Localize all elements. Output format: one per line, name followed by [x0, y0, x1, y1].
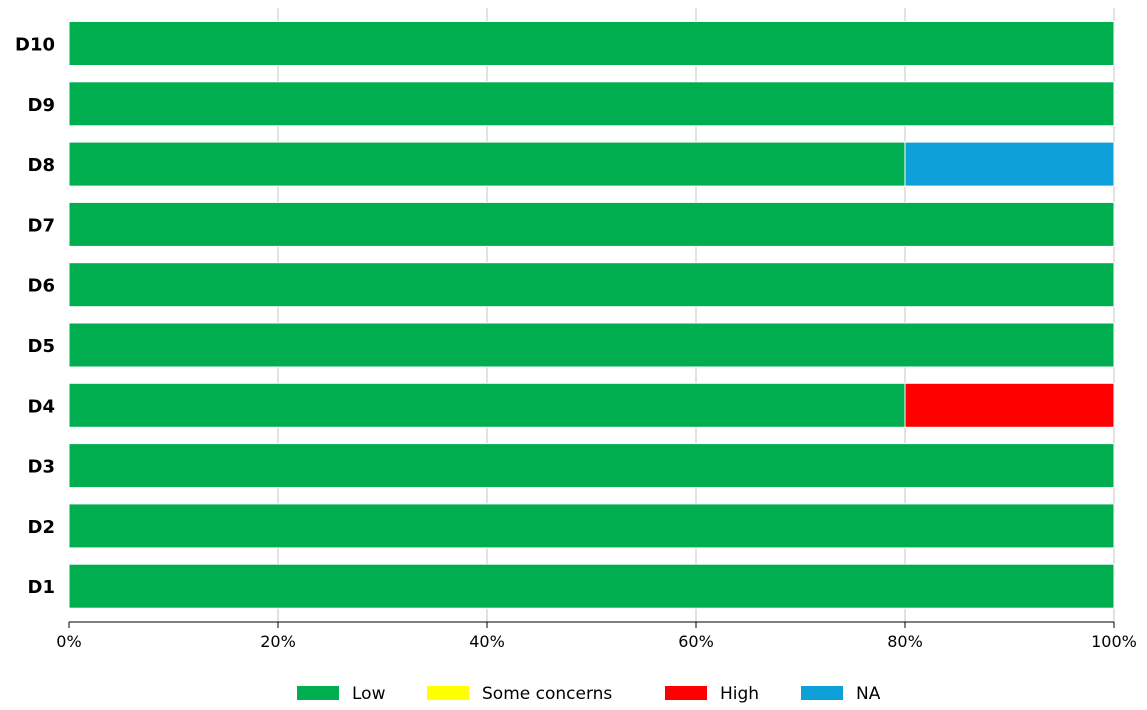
bars [68, 21, 1115, 609]
y-category-label: D3 [28, 457, 55, 478]
y-category-label: D7 [28, 215, 55, 236]
y-category-label: D4 [28, 396, 55, 417]
x-tick-label: 40% [469, 632, 505, 651]
bar-segment-low [68, 382, 906, 428]
x-tick-label: 20% [260, 632, 296, 651]
bar-segment-na [904, 141, 1115, 187]
legend-swatch [665, 686, 707, 700]
bar-segment-low [68, 141, 906, 187]
bar-segment-low [68, 201, 1115, 247]
x-axis-ticks: 0% 20% 40% 60% 80% 100% [56, 622, 1137, 651]
y-category-label: D1 [28, 577, 55, 598]
bar-segment-low [68, 443, 1115, 489]
legend-label: Low [352, 684, 386, 704]
legend-swatch [297, 686, 339, 700]
bar-segment-low [68, 503, 1115, 549]
x-tick-label: 60% [678, 632, 714, 651]
legend-label: Some concerns [482, 684, 612, 704]
bar-segment-low [68, 21, 1115, 66]
legend-item: High [665, 684, 759, 704]
x-tick-label: 0% [56, 632, 81, 651]
y-category-label: D5 [28, 336, 55, 357]
y-category-label: D9 [28, 95, 55, 116]
legend-item: Low [297, 684, 386, 704]
bar-segment-low [68, 81, 1115, 127]
legend-label: NA [856, 684, 881, 704]
y-category-label: D8 [28, 155, 55, 176]
y-category-label: D6 [28, 276, 55, 297]
legend-item: NA [801, 684, 881, 704]
bar-segment-low [68, 563, 1115, 609]
x-tick-label: 80% [887, 632, 923, 651]
legend-swatch [427, 686, 469, 700]
legend-swatch [801, 686, 843, 700]
legend-label: High [720, 684, 759, 704]
y-category-label: D2 [28, 517, 55, 538]
y-category-label: D10 [15, 35, 55, 56]
bar-segment-low [68, 262, 1115, 308]
bar-segment-low [68, 322, 1115, 368]
y-axis-labels: D10 D9 D8 D7 D6 D5 D4 D3 D2 D1 [15, 35, 55, 599]
bar-segment-high [904, 382, 1115, 428]
legend: Low Some concerns High NA [297, 684, 881, 704]
legend-item: Some concerns [427, 684, 612, 704]
x-tick-label: 100% [1091, 632, 1137, 651]
